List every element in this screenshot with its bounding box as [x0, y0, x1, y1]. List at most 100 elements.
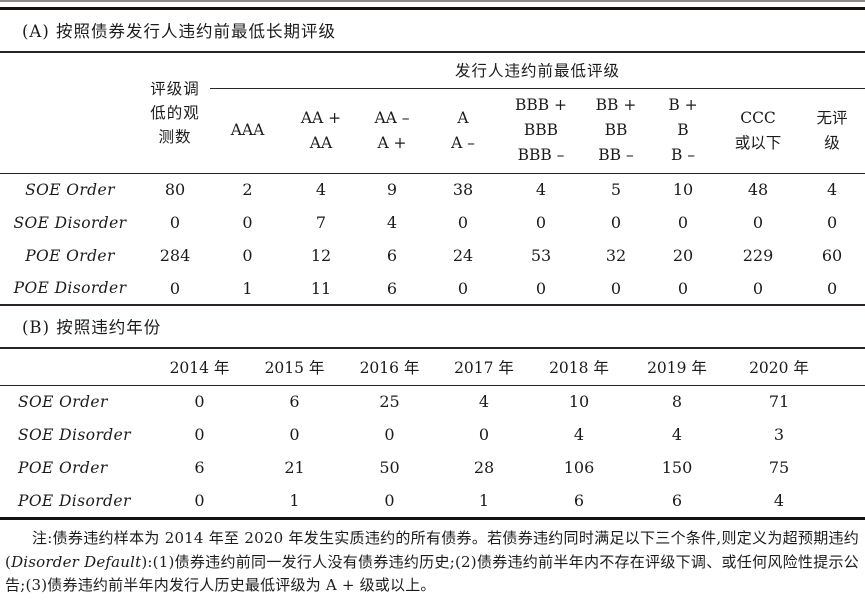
cell: 0 — [752, 278, 764, 298]
rating-line: AA + — [300, 108, 342, 127]
corner-cell — [0, 52, 140, 174]
table-row: SOE Order 0 6 25 4 10 8 71 — [0, 385, 865, 418]
rating-line: BB — [604, 121, 628, 139]
rating-line: A – — [451, 133, 475, 152]
cell: 0 — [457, 278, 469, 298]
cell: 1 — [242, 278, 253, 298]
cell-obs: 80 — [164, 180, 186, 200]
rating-header-bb: BB + BB BB – — [583, 88, 649, 174]
cell: 0 — [384, 425, 395, 444]
year-header: 2020 年 — [727, 348, 865, 386]
corner-cell — [0, 348, 152, 386]
cell: 0 — [289, 425, 300, 444]
cell: 1 — [289, 491, 300, 510]
cell: 0 — [242, 213, 253, 232]
cell-obs: 0 — [169, 278, 181, 298]
year-header: 2018 年 — [531, 348, 627, 386]
table-row: SOE Order 80 2 4 9 38 4 5 10 48 4 — [0, 173, 865, 206]
rating-line: 或以下 — [734, 133, 782, 152]
cell: 24 — [452, 246, 474, 265]
cell: 229 — [742, 246, 774, 265]
rating-line: BBB — [523, 121, 559, 139]
rating-line: BB – — [598, 146, 634, 164]
cell: 6 — [194, 458, 205, 477]
rating-line: B + — [668, 96, 698, 114]
cell: 6 — [573, 491, 585, 510]
cell: 150 — [661, 458, 693, 477]
rating-header-ccc: CCC 或以下 — [717, 88, 799, 174]
footnote: 注:债券违约样本为 2014 年至 2020 年发生实质违约的所有债券。若债券违… — [5, 527, 859, 598]
cell: 6 — [386, 246, 398, 265]
cell: 32 — [605, 246, 627, 265]
row-label: POE Disorder — [13, 279, 127, 297]
cell: 53 — [530, 246, 552, 265]
cell: 106 — [563, 458, 595, 477]
cell: 50 — [379, 458, 400, 477]
cell: 0 — [384, 491, 395, 510]
section-b-title: (B) 按照违约年份 — [22, 318, 162, 337]
obs-count-header: 评级调 低的观 测数 — [140, 52, 210, 174]
rating-line: A + — [377, 133, 407, 152]
obs-header-line: 测数 — [158, 127, 192, 146]
footnote-text: 注:债券违约样本为 2014 年至 2020 年发生实质违约的所有债券。若债券违… — [5, 529, 859, 571]
row-label: SOE Disorder — [18, 425, 131, 444]
group-header: 发行人违约前最低评级 — [210, 52, 865, 89]
cell: 38 — [452, 180, 474, 200]
cell: 48 — [747, 180, 769, 200]
year-header: 2019 年 — [627, 348, 727, 386]
table-a: 评级调 低的观 测数 发行人违约前最低评级 AAA AA + AA AA – A… — [0, 51, 865, 306]
rating-header-aa-minus: AA – A + — [357, 88, 427, 174]
cell: 21 — [284, 458, 305, 477]
rating-header-aaa: AAA — [210, 88, 285, 174]
rating-line: 无评 — [816, 108, 848, 127]
rating-header-unrated: 无评 级 — [799, 88, 865, 174]
cell-obs: 0 — [169, 213, 181, 232]
cell: 0 — [535, 278, 547, 298]
cell: 4 — [826, 180, 838, 200]
table-a-header: 评级调 低的观 测数 发行人违约前最低评级 AAA AA + AA AA – A… — [0, 52, 865, 174]
cell: 0 — [478, 425, 490, 444]
bottom-thick-rule — [0, 517, 865, 520]
rating-line: B — [677, 121, 689, 139]
cell: 75 — [768, 458, 790, 477]
cell: 0 — [457, 213, 469, 232]
rating-header-bbb: BBB + BBB BBB – — [499, 88, 583, 174]
cell: 12 — [310, 246, 332, 265]
cell: 5 — [610, 180, 622, 200]
cell: 9 — [386, 180, 398, 200]
table-row: POE Order 6 21 50 28 106 150 75 — [0, 451, 865, 484]
cell: 0 — [194, 392, 205, 412]
cell: 71 — [768, 392, 790, 412]
top-hairline-rule — [0, 0, 865, 2]
table-row: POE Order 284 0 12 6 24 53 32 20 229 60 — [0, 239, 865, 272]
cell: 6 — [386, 278, 398, 298]
row-label: POE Disorder — [18, 491, 131, 510]
cell-obs: 284 — [159, 246, 191, 265]
rating-line: CCC — [740, 108, 776, 127]
cell: 25 — [379, 392, 400, 412]
cell: 0 — [610, 278, 622, 298]
cell: 10 — [568, 392, 590, 412]
rating-line: AA – — [374, 108, 410, 127]
table-row: POE Disorder 0 1 11 6 0 0 0 0 0 0 — [0, 272, 865, 305]
table-row: POE Disorder 0 1 0 1 6 6 4 — [0, 484, 865, 517]
cell: 1 — [478, 491, 490, 510]
year-header: 2016 年 — [342, 348, 437, 386]
row-label: SOE Order — [25, 180, 115, 199]
rating-line: A — [457, 108, 469, 127]
rating-line: B – — [670, 146, 696, 164]
year-header: 2014 年 — [152, 348, 247, 386]
cell: 0 — [677, 278, 689, 298]
cell: 4 — [315, 180, 327, 200]
cell: 6 — [289, 392, 300, 412]
cell: 4 — [773, 491, 785, 510]
rating-line: AAA — [230, 121, 265, 139]
cell: 0 — [752, 213, 764, 232]
top-thick-rule — [0, 7, 865, 10]
rating-header-aa: AA + AA — [285, 88, 357, 174]
table-a-group-row: 评级调 低的观 测数 发行人违约前最低评级 — [0, 52, 865, 174]
table-b: 2014 年 2015 年 2016 年 2017 年 2018 年 2019 … — [0, 347, 865, 517]
cell: 11 — [310, 278, 332, 298]
rating-line: BBB – — [517, 146, 565, 164]
table-a-body: SOE Order 80 2 4 9 38 4 5 10 48 4 SOE Di… — [0, 173, 865, 305]
